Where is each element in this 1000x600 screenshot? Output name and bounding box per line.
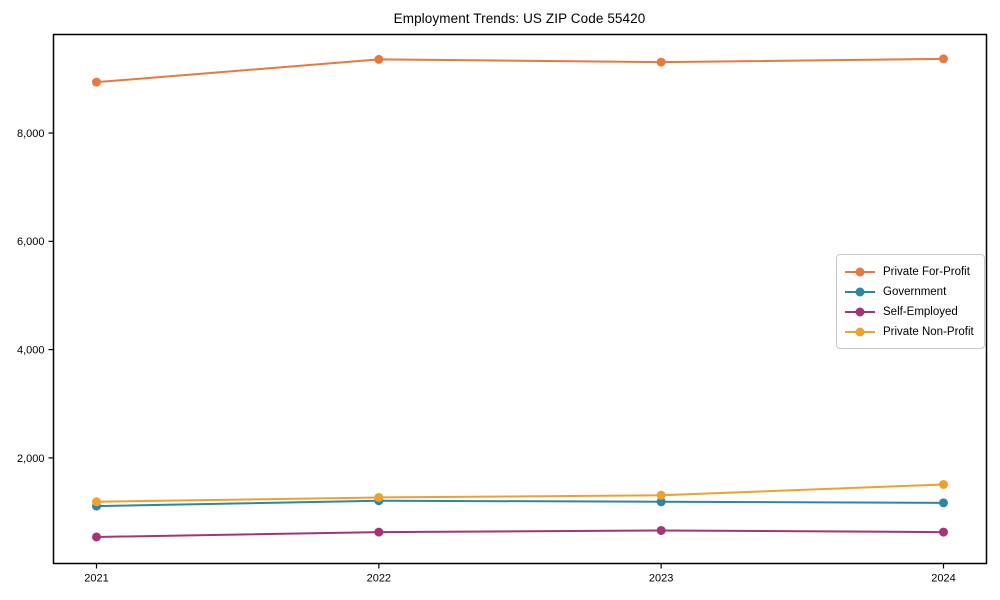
- legend-dot-icon: [855, 307, 865, 316]
- data-point-private-for-profit-2022: [374, 54, 384, 64]
- data-point-government-2024: [939, 498, 948, 508]
- series-line-private-non-profit: [95, 483, 945, 503]
- series-line-private-for-profit: [95, 57, 945, 84]
- series-line-self-employed: [95, 529, 945, 538]
- legend-entry-private-for-profit: Private For-Profit: [845, 263, 974, 280]
- data-point-private-for-profit-2021: [92, 77, 101, 87]
- legend-marker-private-for-profit: [845, 266, 875, 277]
- legend-label-private-non-profit: Private Non-Profit: [883, 325, 974, 338]
- legend-dot-icon: [855, 267, 865, 276]
- legend-marker-private-non-profit: [845, 326, 875, 337]
- legend-entry-private-non-profit: Private Non-Profit: [845, 323, 974, 340]
- x-tick-label: 2024: [931, 573, 955, 585]
- legend-marker-government: [845, 286, 875, 297]
- y-tick-label: 8,000: [17, 128, 45, 140]
- data-point-private-for-profit-2023: [656, 57, 666, 67]
- data-point-private-for-profit-2024: [939, 54, 948, 64]
- chart-legend: Private For-Profit Government Self-Employe…: [836, 254, 985, 349]
- legend-entry-government: Government: [845, 283, 974, 300]
- data-point-private-non-profit-2021: [92, 497, 101, 507]
- data-point-self-employed-2023: [656, 525, 666, 535]
- data-point-self-employed-2022: [374, 527, 384, 537]
- data-point-private-non-profit-2023: [656, 490, 666, 500]
- legend-label-government: Government: [883, 285, 947, 298]
- x-tick-label: 2021: [84, 573, 108, 585]
- legend-dot-icon: [855, 327, 865, 336]
- data-point-private-non-profit-2022: [374, 492, 384, 502]
- plot-border: [52, 33, 988, 565]
- y-tick-label: 6,000: [17, 236, 45, 248]
- series-line-government: [95, 499, 945, 508]
- chart-title: Employment Trends: US ZIP Code 55420: [393, 11, 646, 26]
- x-tick-label: 2023: [649, 573, 673, 585]
- legend-marker-self-employed: [845, 306, 875, 317]
- legend-label-self-employed: Self-Employed: [883, 305, 958, 318]
- legend-dot-icon: [855, 287, 865, 296]
- data-point-private-non-profit-2024: [939, 479, 948, 489]
- y-tick-label: 2,000: [17, 453, 45, 465]
- x-tick-label: 2022: [367, 573, 391, 585]
- data-point-self-employed-2024: [939, 527, 948, 537]
- data-point-government-2023: [656, 497, 666, 507]
- y-tick-label: 4,000: [17, 344, 45, 356]
- data-point-self-employed-2021: [92, 532, 101, 542]
- legend-entry-self-employed: Self-Employed: [845, 303, 974, 320]
- legend-label-private-for-profit: Private For-Profit: [883, 265, 970, 278]
